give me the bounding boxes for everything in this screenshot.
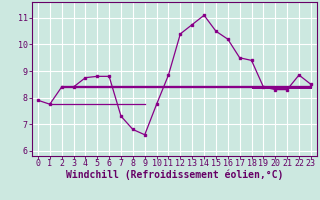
X-axis label: Windchill (Refroidissement éolien,°C): Windchill (Refroidissement éolien,°C) [66,169,283,180]
